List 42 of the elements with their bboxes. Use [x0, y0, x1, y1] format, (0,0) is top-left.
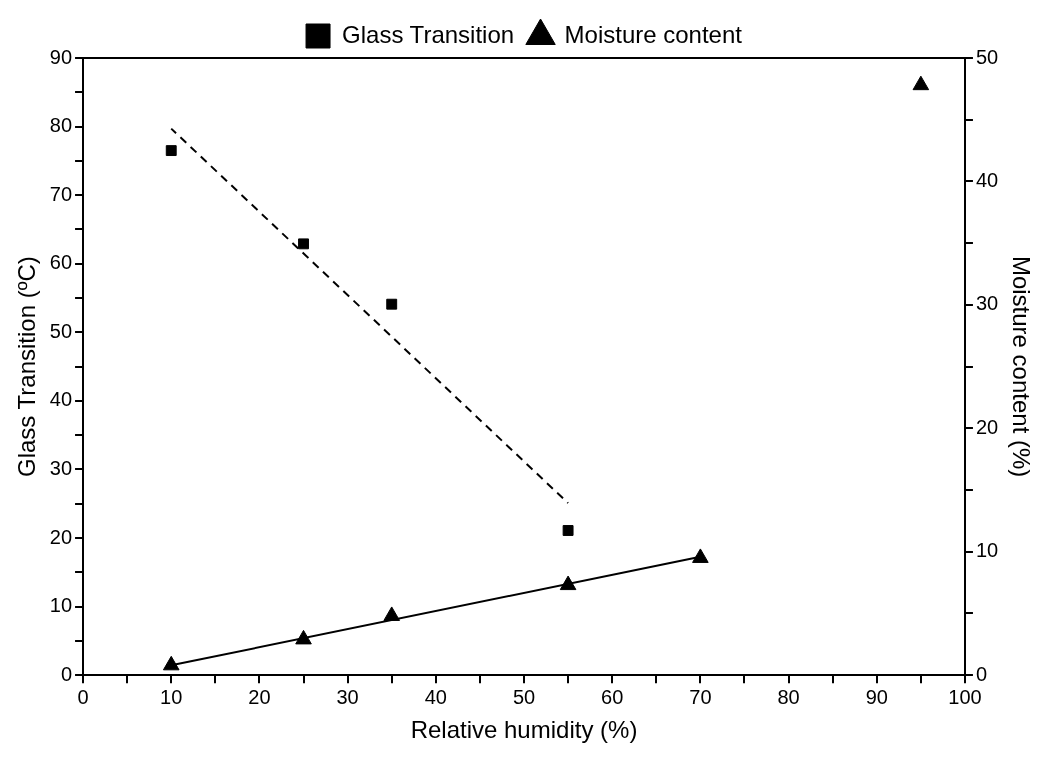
point — [912, 75, 930, 91]
point — [383, 606, 401, 621]
x-tick-label: 90 — [865, 685, 888, 708]
y-axis-title: Glass Transition (ºC) — [13, 256, 41, 478]
point — [165, 145, 177, 157]
x-tick-label: 80 — [777, 685, 800, 708]
point — [559, 575, 577, 591]
legend-label: Moisture content — [564, 20, 743, 48]
x-tick-label: 0 — [77, 685, 89, 708]
y-tick-label: 0 — [60, 662, 73, 685]
x-tick-label: 10 — [160, 685, 183, 708]
legend-label: Glass Transition — [342, 20, 515, 48]
x-tick-label: 20 — [248, 685, 271, 708]
y-tick-label: 40 — [49, 388, 73, 411]
x-tick-label: 60 — [601, 685, 624, 708]
x-tick-label: 40 — [424, 685, 447, 708]
x-tick-label: 30 — [336, 685, 359, 708]
x-tick-label: 100 — [948, 685, 982, 708]
y2-tick-label: 0 — [975, 662, 988, 685]
y2-tick-label: 50 — [975, 45, 999, 68]
point — [692, 548, 709, 563]
y-tick-label: 90 — [49, 45, 73, 68]
y2-tick-label: 30 — [975, 292, 999, 315]
point — [386, 298, 398, 310]
point — [298, 238, 309, 250]
y-tick-label: 60 — [49, 251, 73, 274]
x-axis-title: Relative humidity (%) — [410, 716, 638, 744]
y2-axis-title: Moisture content (%) — [1007, 255, 1035, 478]
y2-tick-label: 10 — [975, 539, 999, 562]
point — [295, 629, 312, 645]
point — [162, 655, 180, 671]
y-tick-label: 80 — [49, 114, 73, 137]
y-tick-label: 20 — [49, 525, 73, 548]
point — [562, 525, 574, 536]
y2-tick-label: 20 — [975, 415, 999, 438]
x-tick-label: 50 — [512, 685, 536, 708]
y-tick-label: 10 — [49, 594, 73, 617]
y-tick-label: 30 — [49, 456, 73, 479]
y-tick-label: 70 — [49, 182, 73, 205]
y-tick-label: 50 — [49, 319, 73, 342]
y2-tick-label: 40 — [975, 168, 999, 191]
x-tick-label: 70 — [689, 685, 712, 708]
